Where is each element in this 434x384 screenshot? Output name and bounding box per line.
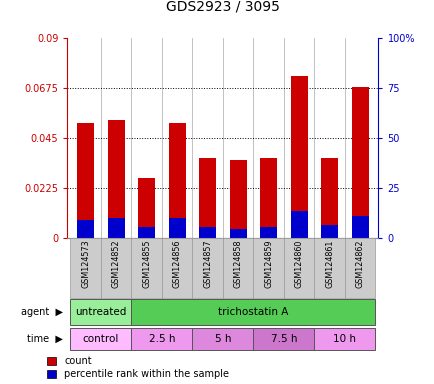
Bar	[131, 238, 161, 298]
Bar	[131, 299, 375, 325]
Bar	[168, 123, 185, 238]
Bar	[351, 87, 368, 238]
Bar	[108, 121, 124, 238]
Bar	[314, 238, 344, 298]
Bar	[192, 328, 253, 350]
Text: GSM124855: GSM124855	[142, 240, 151, 288]
Text: GSM124856: GSM124856	[172, 240, 181, 288]
Text: GSM124858: GSM124858	[233, 240, 242, 288]
Text: agent  ▶: agent ▶	[21, 307, 63, 317]
Bar	[161, 238, 192, 298]
Bar	[77, 123, 94, 238]
Bar	[321, 225, 337, 238]
Bar	[70, 328, 131, 350]
Bar	[131, 328, 192, 350]
Text: GSM124857: GSM124857	[203, 240, 212, 288]
Bar	[321, 158, 337, 238]
Bar	[229, 229, 246, 238]
Bar	[77, 220, 94, 238]
Bar	[138, 178, 155, 238]
Bar	[283, 238, 314, 298]
Text: 10 h: 10 h	[332, 334, 355, 344]
Text: trichostatin A: trichostatin A	[218, 307, 288, 317]
Bar	[253, 238, 283, 298]
Bar	[223, 238, 253, 298]
Text: GSM124861: GSM124861	[324, 240, 333, 288]
Text: 2.5 h: 2.5 h	[148, 334, 175, 344]
Text: GSM124860: GSM124860	[294, 240, 303, 288]
Bar	[108, 218, 124, 238]
Bar	[260, 227, 276, 238]
Bar	[351, 216, 368, 238]
Text: GSM124573: GSM124573	[81, 240, 90, 288]
Text: control: control	[82, 334, 119, 344]
Bar	[199, 227, 216, 238]
Text: GSM124852: GSM124852	[112, 240, 121, 288]
Text: GSM124859: GSM124859	[263, 240, 273, 288]
Bar	[314, 328, 375, 350]
Bar	[138, 227, 155, 238]
Bar	[101, 238, 131, 298]
Bar	[344, 238, 375, 298]
Bar	[168, 218, 185, 238]
Bar	[290, 76, 307, 238]
Bar	[253, 328, 314, 350]
Bar	[70, 299, 131, 325]
Bar	[229, 161, 246, 238]
Text: GSM124862: GSM124862	[355, 240, 364, 288]
Text: 7.5 h: 7.5 h	[270, 334, 296, 344]
Text: untreated: untreated	[75, 307, 126, 317]
Text: time  ▶: time ▶	[27, 334, 63, 344]
Legend: count, percentile rank within the sample: count, percentile rank within the sample	[46, 356, 228, 379]
Bar	[290, 212, 307, 238]
Text: GDS2923 / 3095: GDS2923 / 3095	[166, 0, 279, 13]
Text: 5 h: 5 h	[214, 334, 230, 344]
Bar	[70, 238, 101, 298]
Bar	[260, 158, 276, 238]
Bar	[199, 158, 216, 238]
Bar	[192, 238, 223, 298]
